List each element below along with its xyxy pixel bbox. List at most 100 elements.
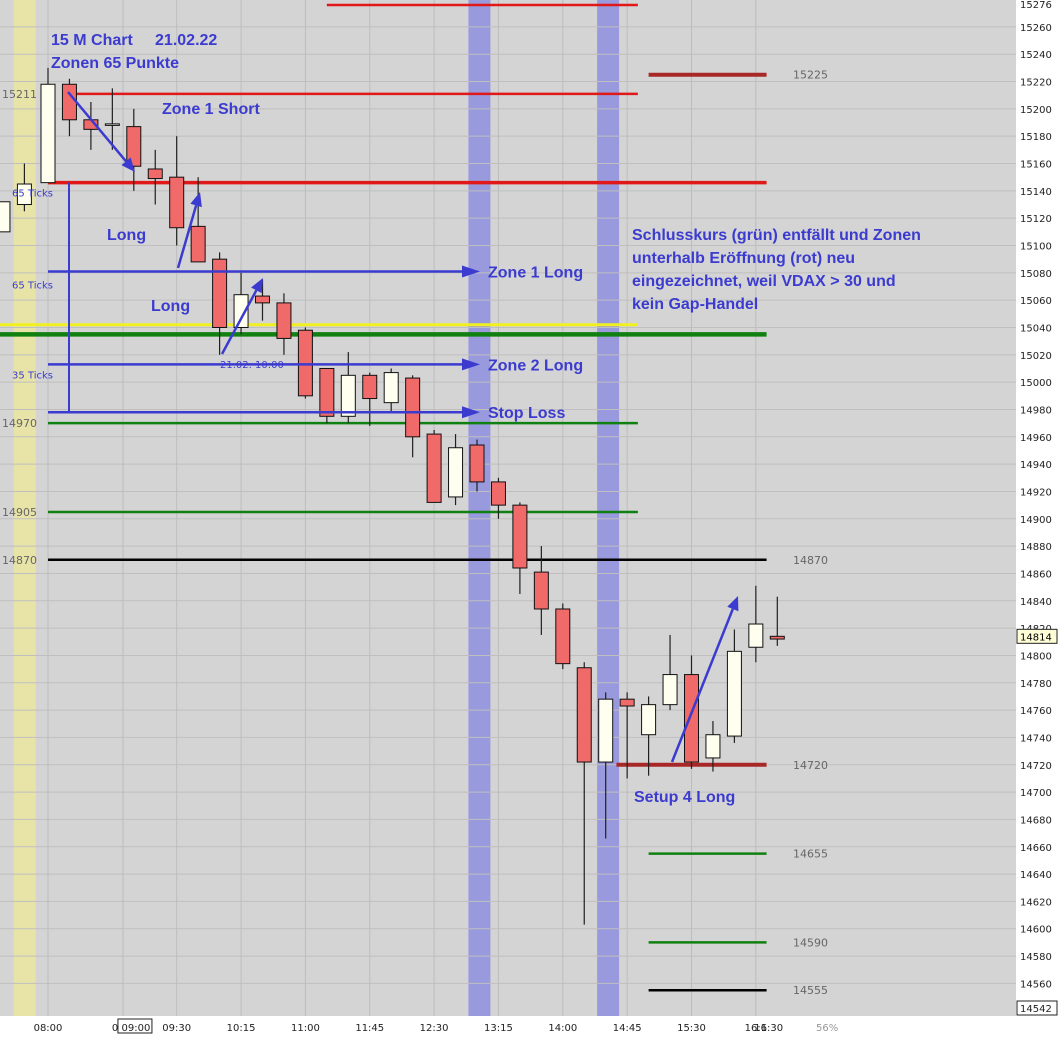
x-tick-label: 14:45 [613,1023,642,1034]
candle-body [662,674,678,706]
x-tick-label: 16:30 [754,1023,783,1034]
level-right-label: 14720 [793,759,828,772]
candle-body [512,504,528,569]
y-tick-label: 15140 [1020,187,1052,198]
candle-body [147,168,163,180]
y-bottom-label-box [1016,1000,1058,1016]
y-bottom-label: 14542 [1020,1004,1052,1015]
x-tick-label: 12:30 [420,1023,449,1034]
x-tick-label: 16:1 [745,1023,767,1034]
y-tick-label: 14960 [1020,433,1052,444]
long-arrow [176,205,198,269]
ticks-label: 65 Ticks [12,189,53,200]
y-top-label: 15276 [1020,0,1052,11]
candle-body [126,126,142,167]
y-tick-label: 14920 [1020,487,1052,498]
candle-body [383,372,399,404]
zone-label: Zone 2 Long [488,357,583,374]
y-tick-label: 14680 [1020,815,1052,826]
candle-body [598,698,614,763]
chart-subtitle: Zonen 65 Punkte [51,55,179,72]
y-tick-label: 15180 [1020,132,1052,143]
level-right-label: 15225 [793,69,828,82]
candle-body [469,444,485,483]
y-tick-label: 14840 [1020,597,1052,608]
long-label: Long [107,227,146,244]
plot-background [0,0,1016,1016]
y-tick-label: 15220 [1020,78,1052,89]
level-right-label: 14655 [793,848,828,861]
candle-body [490,481,506,506]
y-tick-label: 14700 [1020,788,1052,799]
arrowhead [251,278,263,294]
candle-body [169,176,185,229]
setup-arrow [670,608,734,763]
note-line: unterhalb Eröffnung (rot) neu [632,250,855,267]
x-tick-label: 10:15 [227,1023,256,1034]
y-tick-label: 14940 [1020,460,1052,471]
y-tick-label: 14660 [1020,843,1052,854]
candle-body [319,367,335,417]
x-tick-label: 09:00 [122,1023,151,1034]
x-tick-label: 15:30 [677,1023,706,1034]
candle-body [619,698,635,707]
candle-body [61,83,77,121]
y-tick-label: 15100 [1020,242,1052,253]
zone-arrowhead [462,265,480,278]
x-tick-label: 13:15 [484,1023,513,1034]
date-stamp: 21.02. 10:00 [220,360,284,371]
candle-body [255,295,270,304]
candle-body [40,83,56,184]
y-tick-label: 14780 [1020,679,1052,690]
candle-body [340,374,356,417]
candle-body [212,258,228,328]
y-tick-label: 15240 [1020,50,1052,61]
level-left-label: 15211 [2,88,37,101]
y-tick-label: 15060 [1020,296,1052,307]
zone-label: Zone 1 Long [488,264,583,281]
ticks-label: 35 Ticks [12,370,53,381]
x-tick-label: 09:30 [162,1023,191,1034]
candle-body [104,123,120,126]
y-tick-label: 14560 [1020,979,1052,990]
candle-body [297,329,313,397]
y-tick-label: 15120 [1020,214,1052,225]
note-line: kein Gap-Handel [632,296,758,313]
y-tick-label: 15000 [1020,378,1052,389]
candle-body [16,183,32,206]
level-right-label: 14555 [793,984,828,997]
x-cursor-box [117,1018,153,1034]
long-label: Long [151,298,190,315]
y-tick-label: 14760 [1020,706,1052,717]
candle-body [448,447,464,498]
x-axis-panel [0,1016,1016,1034]
arrowhead [727,596,739,612]
candle-body [233,294,249,328]
candle-body [576,667,592,763]
candle-body [426,433,442,503]
y-tick-label: 14720 [1020,761,1052,772]
candle-body [190,225,206,263]
candle-body [705,734,721,759]
y-tick-label: 14880 [1020,542,1052,553]
note-line: Schlusskurs (grün) entfällt und Zonen [632,227,921,244]
zone-arrowhead [462,358,480,371]
y-tick-label: 14980 [1020,405,1052,416]
candle-body [533,571,549,610]
candle-body [748,623,764,648]
level-right-label: 14870 [793,554,828,567]
x-tick-label: 11:45 [355,1023,384,1034]
chart-title: 15 M Chart 21.02.22 [51,32,217,49]
candle-body [726,650,742,737]
y-tick-label: 14600 [1020,925,1052,936]
level-right-label: 14590 [793,936,828,949]
session-band [468,0,491,1016]
candle-body [276,302,292,339]
y-tick-label: 15160 [1020,160,1052,171]
zone-arrowhead [462,406,480,419]
setup4-label: Setup 4 Long [634,789,735,806]
y-tick-label: 14900 [1020,515,1052,526]
zone1-short-label: Zone 1 Short [162,101,260,118]
y-tick-label: 14740 [1020,733,1052,744]
